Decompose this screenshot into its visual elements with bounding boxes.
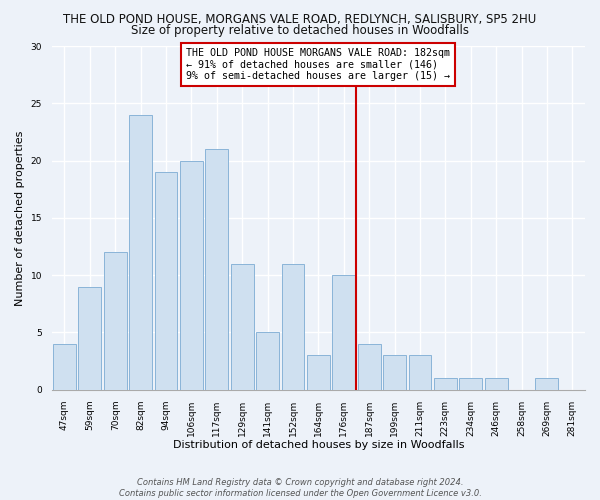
Bar: [205, 149, 228, 390]
Bar: [53, 344, 76, 390]
Y-axis label: Number of detached properties: Number of detached properties: [15, 130, 25, 306]
Text: THE OLD POND HOUSE, MORGANS VALE ROAD, REDLYNCH, SALISBURY, SP5 2HU: THE OLD POND HOUSE, MORGANS VALE ROAD, R…: [64, 12, 536, 26]
Bar: [281, 264, 304, 390]
Bar: [231, 264, 254, 390]
Bar: [307, 356, 330, 390]
Bar: [79, 286, 101, 390]
Bar: [332, 275, 355, 390]
Bar: [155, 172, 178, 390]
Bar: [434, 378, 457, 390]
Bar: [358, 344, 380, 390]
Bar: [485, 378, 508, 390]
Bar: [409, 356, 431, 390]
Bar: [180, 160, 203, 390]
Bar: [104, 252, 127, 390]
Text: Contains HM Land Registry data © Crown copyright and database right 2024.
Contai: Contains HM Land Registry data © Crown c…: [119, 478, 481, 498]
X-axis label: Distribution of detached houses by size in Woodfalls: Distribution of detached houses by size …: [173, 440, 464, 450]
Bar: [535, 378, 559, 390]
Bar: [460, 378, 482, 390]
Bar: [129, 114, 152, 390]
Text: THE OLD POND HOUSE MORGANS VALE ROAD: 182sqm
← 91% of detached houses are smalle: THE OLD POND HOUSE MORGANS VALE ROAD: 18…: [187, 48, 451, 82]
Bar: [383, 356, 406, 390]
Bar: [256, 332, 279, 390]
Text: Size of property relative to detached houses in Woodfalls: Size of property relative to detached ho…: [131, 24, 469, 37]
